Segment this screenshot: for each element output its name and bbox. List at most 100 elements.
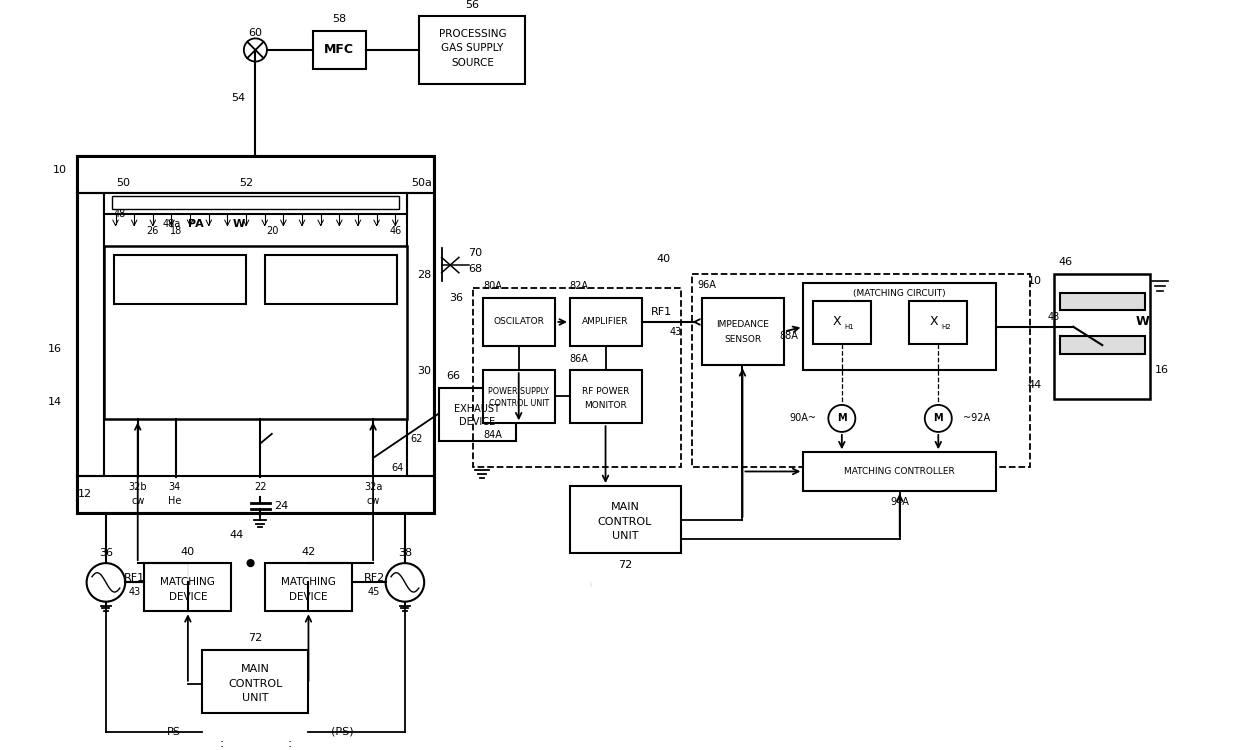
Bar xyxy=(1060,293,1145,310)
Text: SOURCE: SOURCE xyxy=(451,58,494,68)
Bar xyxy=(439,388,516,440)
Bar xyxy=(265,256,397,304)
Text: cw: cw xyxy=(131,496,144,506)
Bar xyxy=(77,156,434,513)
Text: :: : xyxy=(219,737,223,750)
Bar xyxy=(77,156,434,193)
Text: UNIT: UNIT xyxy=(611,531,639,541)
Text: AMPLIFIER: AMPLIFIER xyxy=(583,317,629,326)
Text: MATCHING: MATCHING xyxy=(160,578,216,587)
Bar xyxy=(77,156,434,193)
Text: 94A: 94A xyxy=(890,497,909,507)
Text: 16: 16 xyxy=(1156,365,1169,375)
Text: 86A: 86A xyxy=(570,353,589,364)
Text: 48: 48 xyxy=(114,209,126,219)
Text: 20: 20 xyxy=(267,226,279,236)
Bar xyxy=(77,476,434,513)
Text: IMPEDANCE: IMPEDANCE xyxy=(715,320,769,329)
Text: 18: 18 xyxy=(170,226,182,236)
Bar xyxy=(104,193,407,214)
Bar xyxy=(570,486,681,554)
Text: 46: 46 xyxy=(389,226,402,236)
Text: H2: H2 xyxy=(941,324,951,330)
Bar xyxy=(114,256,246,304)
Text: 96A: 96A xyxy=(697,280,715,290)
Text: 14: 14 xyxy=(47,397,62,407)
Bar xyxy=(104,246,407,419)
Bar xyxy=(145,563,232,611)
Text: M: M xyxy=(934,413,944,424)
Text: DEVICE: DEVICE xyxy=(289,592,327,602)
Bar xyxy=(202,650,309,712)
Text: 12: 12 xyxy=(78,489,92,499)
Text: 56: 56 xyxy=(465,0,480,10)
Text: 88A: 88A xyxy=(780,332,799,341)
Text: CONTROL: CONTROL xyxy=(228,679,283,688)
Text: GAS SUPPLY: GAS SUPPLY xyxy=(441,43,503,53)
Bar xyxy=(1054,274,1151,399)
Text: CONTROL: CONTROL xyxy=(598,517,652,526)
Text: (PS): (PS) xyxy=(331,727,353,737)
Text: 44: 44 xyxy=(229,530,243,540)
Text: POWER SUPPLY: POWER SUPPLY xyxy=(489,387,549,396)
Text: MAIN: MAIN xyxy=(241,664,270,674)
Text: 16: 16 xyxy=(47,344,62,354)
Text: 10: 10 xyxy=(1028,277,1042,286)
Circle shape xyxy=(925,405,952,432)
Bar xyxy=(77,193,104,476)
Text: 50a: 50a xyxy=(410,178,432,188)
Bar xyxy=(77,193,104,476)
Bar xyxy=(813,301,870,344)
Text: DEVICE: DEVICE xyxy=(169,592,207,602)
Text: 48a: 48a xyxy=(162,218,181,229)
Bar xyxy=(265,563,352,611)
Text: 72: 72 xyxy=(248,633,263,644)
Text: RF2: RF2 xyxy=(363,572,384,583)
Text: 43: 43 xyxy=(670,326,682,337)
Text: (MATCHING CIRCUIT): (MATCHING CIRCUIT) xyxy=(853,289,946,298)
Text: 45: 45 xyxy=(368,587,381,597)
Text: MAIN: MAIN xyxy=(610,503,640,512)
Bar xyxy=(77,476,434,513)
Bar xyxy=(1060,337,1145,354)
Text: 60: 60 xyxy=(248,28,263,38)
Text: 82A: 82A xyxy=(570,281,589,291)
Text: 26: 26 xyxy=(146,226,159,236)
Text: X: X xyxy=(833,316,841,328)
Bar xyxy=(474,288,681,466)
Text: 43: 43 xyxy=(1048,312,1060,322)
Circle shape xyxy=(828,405,856,432)
Text: 38: 38 xyxy=(398,548,412,559)
Text: 58: 58 xyxy=(332,14,346,24)
Text: MATCHING: MATCHING xyxy=(281,578,336,587)
Bar xyxy=(407,193,434,476)
Text: 72: 72 xyxy=(618,560,632,570)
Text: CONTROL UNIT: CONTROL UNIT xyxy=(489,400,549,409)
Text: 52: 52 xyxy=(238,178,253,188)
Text: 40: 40 xyxy=(656,254,671,264)
Bar xyxy=(692,274,1030,466)
Text: 36: 36 xyxy=(449,292,463,303)
Text: 32b: 32b xyxy=(129,482,148,492)
Bar xyxy=(112,196,399,209)
Circle shape xyxy=(247,560,254,566)
Text: 28: 28 xyxy=(417,270,432,280)
Text: cw: cw xyxy=(366,496,379,506)
Text: SENSOR: SENSOR xyxy=(724,334,761,344)
Text: RF1: RF1 xyxy=(651,308,672,317)
Text: 32a: 32a xyxy=(363,482,382,492)
Text: MFC: MFC xyxy=(325,44,355,56)
Text: PROCESSING: PROCESSING xyxy=(439,28,506,38)
Text: W: W xyxy=(233,218,246,229)
Text: RF POWER: RF POWER xyxy=(582,387,629,396)
Text: 10: 10 xyxy=(52,164,67,175)
Text: 64: 64 xyxy=(391,463,403,472)
Text: 68: 68 xyxy=(469,264,482,274)
Text: MATCHING CONTROLLER: MATCHING CONTROLLER xyxy=(844,467,955,476)
Text: PA: PA xyxy=(187,218,203,229)
Text: 30: 30 xyxy=(417,366,432,376)
Text: 80A: 80A xyxy=(484,281,502,291)
Text: 90A~: 90A~ xyxy=(790,413,817,424)
Text: 70: 70 xyxy=(469,248,482,257)
Text: X: X xyxy=(929,316,937,328)
